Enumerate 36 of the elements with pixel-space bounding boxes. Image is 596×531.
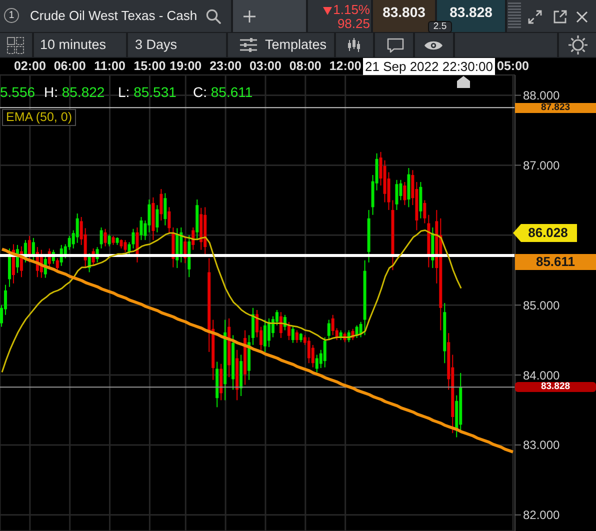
- text: 98.25: [337, 16, 370, 31]
- text: 83.828: [450, 4, 492, 20]
- text: Templates: [265, 37, 327, 52]
- x-tick-label: 08:00: [289, 59, 322, 73]
- text: 3 Days: [135, 37, 178, 52]
- text: 1: [8, 10, 14, 21]
- x-tick-label: 19:00: [170, 59, 202, 73]
- annotation: H: 85.822: [44, 84, 105, 100]
- x-tick-label: 11:00: [94, 59, 126, 73]
- x-tick-label: 02:00: [14, 59, 46, 73]
- y-tick-label: 83.000: [523, 438, 560, 452]
- text: 87.823: [540, 102, 570, 113]
- text: EMA (50, 0): [6, 110, 72, 124]
- x-tick-label: 15:00: [134, 59, 166, 73]
- x-tick-label: 12:00: [329, 59, 362, 73]
- y-tick-label: 82.000: [523, 508, 560, 522]
- x-tick-label: 23:00: [210, 59, 242, 73]
- text: 86.028: [528, 225, 568, 240]
- text: 10 minutes: [40, 37, 106, 52]
- annotation: 5.556: [0, 84, 36, 100]
- text: 83.803: [382, 4, 426, 20]
- y-tick-label: 87.000: [523, 158, 560, 172]
- x-tick-label: 06:00: [54, 59, 86, 73]
- x-tick-label: 05:00: [497, 59, 530, 73]
- text: 85.611: [536, 254, 576, 269]
- y-tick-label: 84.000: [523, 368, 560, 382]
- x-tick-label: 03:00: [249, 59, 282, 73]
- y-tick-label: 85.000: [523, 298, 560, 312]
- annotation: L: 85.531: [118, 84, 176, 100]
- y-tick-label: 88.000: [523, 88, 560, 103]
- annotation: C: 85.611: [193, 84, 253, 100]
- text: 83.828: [540, 381, 570, 392]
- chart-title: Crude Oil West Texas - Cash: [30, 8, 198, 23]
- text: 1.15%: [333, 2, 370, 17]
- text: 21 Sep 2022 22:30:00: [365, 59, 493, 74]
- text: 2.5: [433, 21, 447, 32]
